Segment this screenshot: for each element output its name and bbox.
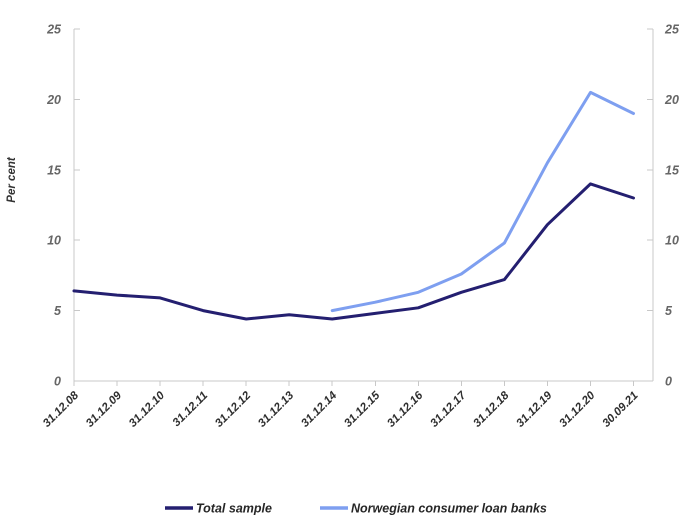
y-tick-label-left: 0 [54, 375, 61, 389]
y-tick-label-left: 25 [46, 23, 62, 37]
y-tick-label-right: 15 [665, 163, 680, 177]
x-tick-label: 31.12.08 [41, 389, 82, 430]
legend-label-norwegian-consumer-loan-banks: Norwegian consumer loan banks [351, 502, 547, 516]
y-tick-label-right: 0 [665, 375, 672, 389]
y-tick-label-right: 20 [664, 93, 679, 107]
y-axis-title: Per cent [6, 156, 18, 203]
y-tick-label-right: 5 [665, 304, 673, 318]
x-tick-label: 31.12.18 [471, 389, 512, 430]
x-tick-label: 31.12.12 [213, 389, 254, 430]
x-tick-label: 31.12.20 [557, 389, 598, 430]
x-tick-label: 31.12.17 [428, 389, 469, 430]
x-tick-label: 31.12.15 [342, 389, 383, 430]
x-tick-label: 31.12.16 [385, 389, 426, 430]
x-tick-label: 31.12.19 [514, 389, 555, 430]
y-tick-label-right: 25 [664, 23, 680, 37]
x-tick-label: 31.12.11 [171, 390, 211, 430]
x-tick-label: 31.12.10 [127, 389, 168, 430]
y-tick-label-left: 20 [46, 93, 61, 107]
legend-label-total-sample: Total sample [196, 502, 272, 516]
series-line-total-sample [72, 182, 635, 321]
series-line-norwegian-consumer-loan-banks [330, 90, 635, 313]
x-tick-label: 30.09.21 [600, 390, 640, 430]
y-tick-label-left: 5 [54, 304, 62, 318]
x-tick-label: 31.12.09 [84, 389, 125, 430]
y-tick-label-left: 10 [47, 234, 61, 248]
x-tick-label: 31.12.14 [299, 389, 340, 430]
x-tick-label: 31.12.13 [256, 389, 297, 430]
y-tick-label-right: 10 [665, 234, 679, 248]
y-tick-label-left: 15 [47, 163, 62, 177]
